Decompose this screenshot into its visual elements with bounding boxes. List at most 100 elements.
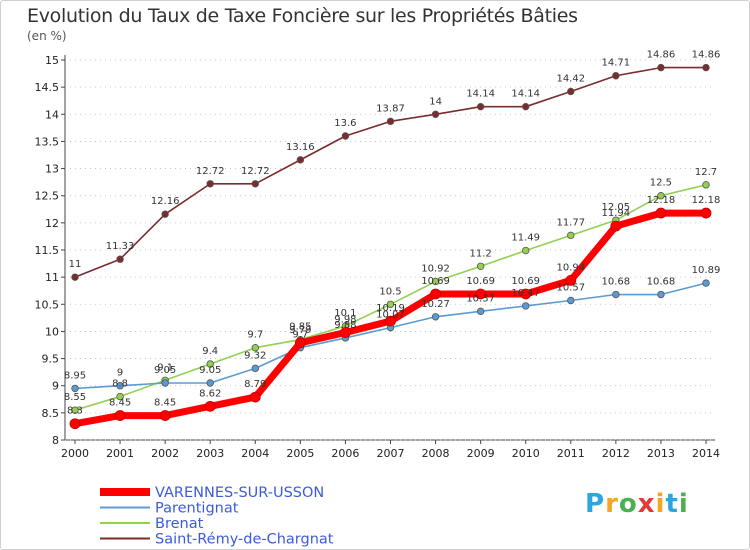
data-point: [522, 246, 530, 255]
data-label: 10.37: [466, 293, 495, 304]
data-point: [610, 220, 622, 232]
data-label: 12.5: [650, 178, 672, 189]
data-point: [655, 207, 667, 219]
legend-label: Saint-Rémy-de-Chargnat: [155, 532, 334, 548]
data-point: [612, 72, 620, 80]
data-label: 10.68: [602, 277, 631, 288]
data-point: [522, 102, 530, 111]
data-label: 14.86: [647, 50, 676, 61]
data-label: 11.33: [106, 241, 135, 252]
chart-unit: (en %): [27, 29, 67, 43]
data-point: [476, 262, 485, 270]
data-label: 9.1: [157, 362, 173, 373]
logo-letter: i: [678, 489, 689, 519]
data-label: 11.77: [556, 217, 585, 228]
data-label: 12.7: [695, 167, 717, 178]
data-point: [294, 337, 306, 349]
data-label: 9.32: [244, 350, 266, 361]
x-tick-label: 2007: [377, 447, 405, 460]
data-label: 9.7: [292, 330, 308, 341]
data-point: [340, 327, 351, 338]
x-tick-label: 2011: [557, 447, 585, 460]
data-label: 14.14: [511, 89, 540, 100]
data-point: [206, 180, 214, 188]
data-label: 14.14: [466, 89, 495, 100]
data-point: [206, 379, 214, 387]
data-label: 12.18: [647, 195, 676, 206]
data-label: 10.69: [511, 276, 540, 287]
series-parentignat: [71, 279, 710, 393]
data-label: 10.57: [556, 282, 585, 293]
x-tick-label: 2004: [241, 447, 269, 460]
data-label: 10.89: [692, 265, 721, 276]
series-saint-r-my-de-chargnat: [71, 63, 710, 281]
data-label: 14.71: [602, 58, 631, 69]
data-point: [114, 410, 126, 421]
data-point: [567, 87, 575, 96]
data-point: [159, 410, 171, 421]
data-label: 8.3: [67, 406, 83, 417]
data-point: [116, 392, 124, 401]
data-label: 10.47: [511, 288, 540, 299]
data-point: [161, 379, 169, 387]
data-point: [702, 279, 710, 287]
y-tick-label: 9.5: [42, 353, 60, 366]
series-line: [74, 66, 707, 278]
data-point: [657, 63, 665, 72]
data-label: 12.16: [151, 196, 180, 207]
proxiti-logo: Proxiti: [585, 489, 689, 519]
data-point: [567, 231, 575, 240]
data-label: 10.1: [334, 308, 356, 319]
data-point: [116, 255, 124, 263]
data-point: [567, 296, 575, 305]
data-label: 9.98: [334, 315, 356, 326]
x-tick-label: 2012: [602, 447, 630, 460]
data-point: [522, 302, 530, 310]
data-point: [71, 384, 79, 393]
data-point: [476, 307, 485, 316]
data-point: [341, 132, 350, 140]
y-tick-label: 10: [45, 325, 59, 338]
series-varennes-sur-usson: [69, 207, 712, 430]
x-tick-label: 2005: [286, 447, 314, 460]
data-label: 9.05: [199, 365, 221, 376]
data-point: [430, 288, 441, 300]
data-point: [386, 300, 395, 308]
data-label: 9.88: [334, 320, 356, 331]
data-label: 13.6: [334, 118, 356, 129]
data-point: [565, 274, 577, 286]
data-label: 12.72: [196, 166, 225, 177]
data-label: 9.79: [289, 325, 311, 336]
y-tick-label: 10.5: [35, 298, 60, 311]
x-tick-label: 2002: [151, 447, 179, 460]
data-labels: 11 11.33 12.16 12.72 12.72 13.16 13.6 13.87 14 14…: [64, 50, 720, 417]
data-label: 13.16: [286, 142, 315, 153]
y-tick-label: 11.5: [35, 244, 60, 257]
data-label: 14: [429, 96, 442, 107]
data-label: 10.69: [421, 276, 450, 287]
legend-label: VARENNES-SUR-USSON: [155, 485, 324, 501]
x-tick-label: 2008: [422, 447, 450, 460]
data-label: 12.72: [241, 166, 270, 177]
data-label: 12.05: [602, 202, 631, 213]
data-point: [700, 207, 712, 219]
x-tick-label: 2001: [106, 447, 134, 460]
data-point: [71, 273, 79, 281]
data-label: 11: [69, 259, 82, 270]
data-point: [657, 290, 665, 299]
x-tick-label: 2003: [196, 447, 224, 460]
logo-letter: o: [618, 489, 638, 519]
data-point: [204, 400, 216, 412]
x-tick-label: 2013: [647, 447, 675, 460]
data-label: 10.92: [421, 263, 450, 274]
y-tick-label: 8: [52, 434, 59, 447]
data-label: 14.86: [692, 50, 721, 61]
x-tick-label: 2009: [467, 447, 495, 460]
data-label: 8.45: [154, 398, 176, 409]
data-label: 13.87: [376, 103, 405, 114]
data-label: 8.55: [64, 392, 86, 403]
x-tick-label: 2010: [512, 447, 540, 460]
data-label: 8.95: [64, 370, 86, 381]
data-label: 10.5: [379, 286, 401, 297]
